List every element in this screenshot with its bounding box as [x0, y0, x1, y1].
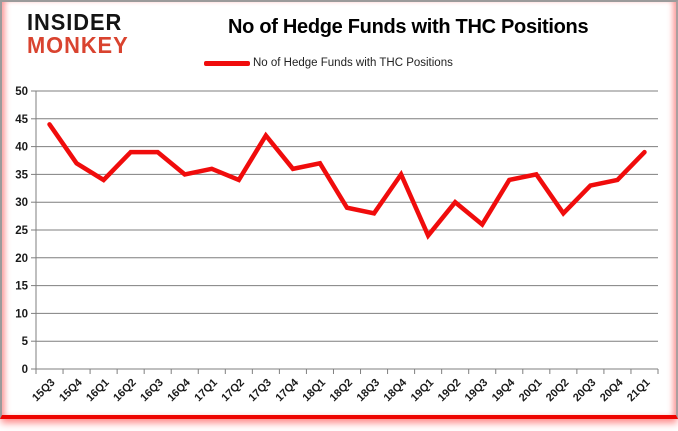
x-axis-label: 18Q2: [328, 377, 356, 405]
x-axis-label: 17Q2: [219, 377, 247, 405]
y-axis-label: 40: [15, 142, 28, 154]
y-axis-label: 5: [22, 336, 29, 348]
chart-title: No of Hedge Funds with THC Positions: [228, 16, 589, 38]
x-axis-label: 15Q3: [30, 377, 58, 405]
x-axis-label: 15Q4: [57, 376, 85, 404]
y-axis-label: 45: [15, 114, 28, 126]
x-axis-label: 17Q4: [274, 376, 302, 404]
x-axis-label: 17Q1: [192, 377, 220, 405]
y-axis-label: 30: [15, 197, 28, 209]
y-axis-label: 20: [15, 253, 28, 265]
y-axis-label: 10: [15, 308, 28, 320]
y-axis-label: 15: [15, 281, 28, 293]
x-axis-label: 19Q1: [409, 377, 437, 405]
x-axis-label: 20Q3: [571, 377, 599, 405]
x-axis-label: 18Q3: [355, 377, 383, 405]
x-axis-label: 17Q3: [246, 377, 274, 405]
logo-line1: INSIDER: [27, 9, 123, 35]
x-axis-label: 18Q4: [382, 376, 410, 404]
x-axis-label: 19Q4: [490, 376, 518, 404]
x-axis-label: 19Q3: [463, 377, 491, 405]
series-line: [47, 122, 647, 240]
y-axis-label: 50: [15, 86, 28, 98]
x-axis-label: 16Q2: [111, 377, 139, 405]
x-axis-label: 20Q2: [544, 377, 572, 405]
x-axis-label: 16Q4: [165, 376, 193, 404]
x-axis-label: 20Q1: [517, 377, 545, 405]
x-axis-label: 16Q3: [138, 377, 166, 405]
x-axis-label: 21Q1: [625, 377, 653, 405]
x-axis-label: 18Q1: [301, 377, 329, 405]
x-axis-label: 16Q1: [84, 377, 112, 405]
chart-legend: No of Hedge Funds with THC Positions: [204, 57, 453, 69]
legend-line-swatch: [204, 60, 250, 66]
insider-monkey-logo: INSIDER MONKEY: [27, 11, 129, 56]
x-axis-label: 20Q4: [598, 376, 626, 404]
y-axis-label: 35: [15, 169, 28, 181]
logo-line2: MONKEY: [27, 31, 129, 58]
x-axis-label: 19Q2: [436, 377, 464, 405]
y-axis-label: 25: [15, 225, 28, 237]
legend-label: No of Hedge Funds with THC Positions: [253, 57, 453, 69]
y-axis-label: 0: [22, 364, 28, 376]
